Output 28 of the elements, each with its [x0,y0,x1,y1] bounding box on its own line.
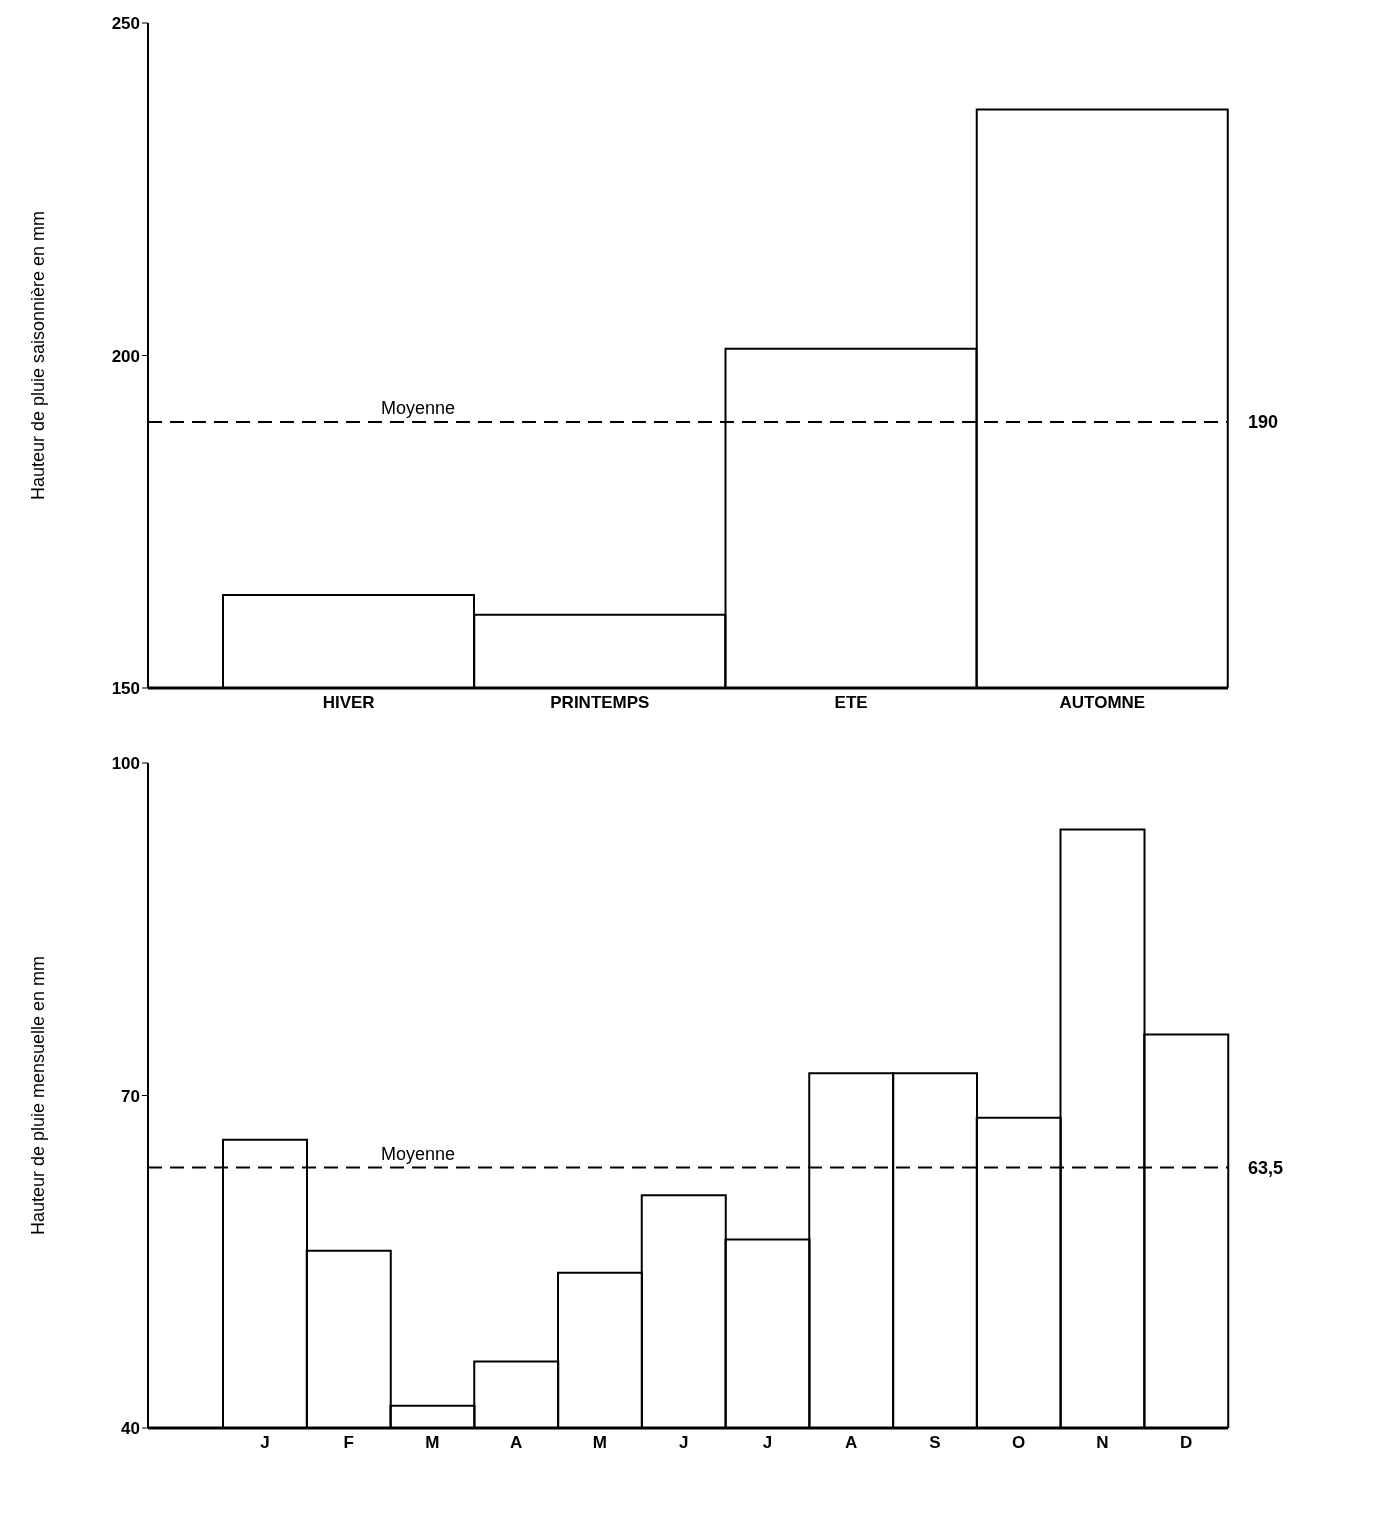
y-axis-title: Hauteur de pluie saisonnière en mm [28,210,49,501]
x-tick-label: N [1096,1433,1109,1453]
ref-line-label: Moyenne [381,398,456,418]
y-tick-label: 40 [121,1419,140,1439]
y-tick-label: 70 [121,1086,140,1106]
text: 63,5 [1248,1157,1284,1178]
y-tick-label: 250 [111,14,140,34]
x-tick-label: S [929,1433,941,1453]
x-tick-label: O [1012,1433,1026,1453]
x-tick-label: M [425,1433,440,1453]
x-tick-label: A [509,1433,523,1453]
x-tick-label: AUTOMNE [1059,693,1146,713]
x-tick-label: J [260,1433,270,1453]
x-tick-label: J [678,1433,689,1453]
x-tick-label: J [762,1433,773,1453]
x-tick-label: F [343,1433,354,1453]
text: 190 [1248,412,1279,433]
y-tick-label: 100 [111,754,140,774]
y-axis-title: Hauteur de pluie mensuelle en mm [28,955,49,1236]
ref-line-label: Moyenne [381,1143,456,1164]
y-tick-label: 200 [111,346,140,366]
x-tick-label: PRINTEMPS [550,693,650,713]
x-tick-label: HIVER [322,693,375,713]
x-tick-label: A [844,1433,858,1453]
x-tick-label: M [592,1433,607,1453]
y-tick-label: 150 [111,679,140,699]
x-tick-label: D [1179,1433,1193,1453]
x-tick-label: ETE [834,693,868,713]
